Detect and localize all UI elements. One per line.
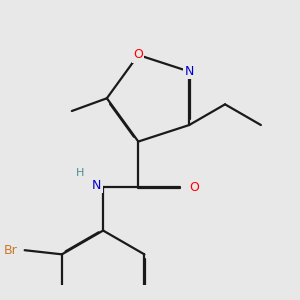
Text: O: O	[189, 181, 199, 194]
Text: H: H	[76, 168, 85, 178]
Text: O: O	[134, 49, 143, 62]
Text: N: N	[92, 178, 102, 191]
Text: Br: Br	[3, 244, 17, 257]
Text: N: N	[184, 65, 194, 78]
